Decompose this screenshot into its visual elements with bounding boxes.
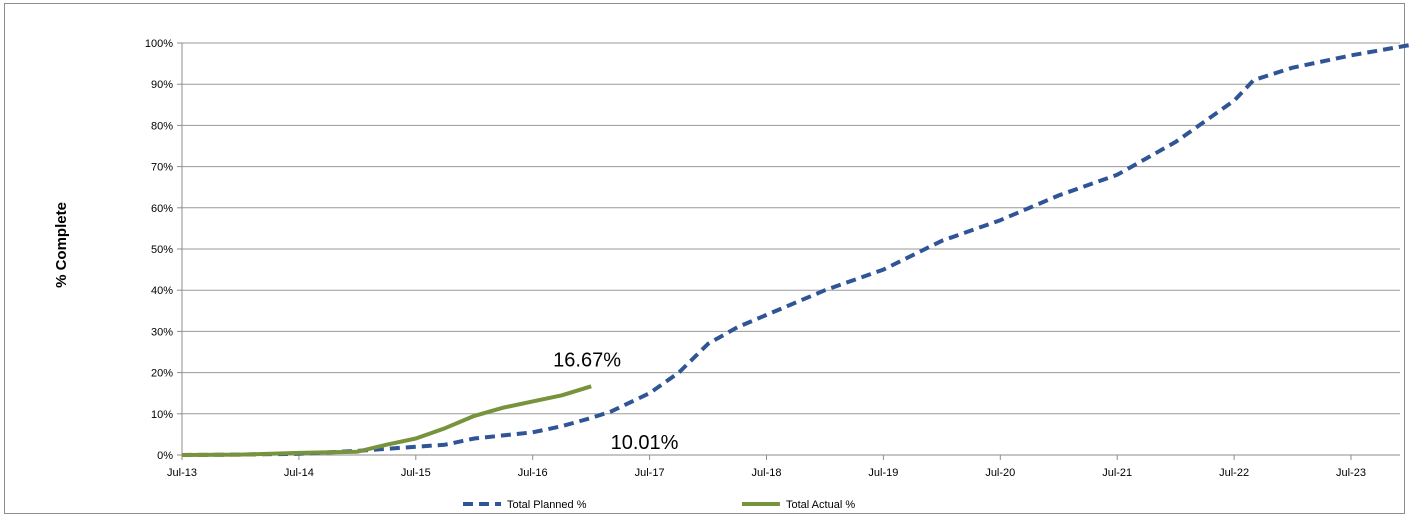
legend-label: Total Planned % [507,499,587,511]
x-tick-label: Jul-15 [401,467,431,479]
y-tick-label: 30% [151,326,173,338]
annotations: 16.67% 10.01% [553,349,679,453]
y-tick-label: 20% [151,368,173,380]
x-tick-label: Jul-19 [868,467,898,479]
y-tick-label: 50% [151,244,173,256]
gridlines [182,42,1400,415]
y-tick-label: 100% [145,38,173,50]
x-tick-label: Jul-20 [985,467,1015,479]
x-tick-label: Jul-18 [752,467,782,479]
x-tick-label: Jul-21 [1102,467,1132,479]
series-lines [181,43,1409,457]
x-tick-label: Jul-16 [518,467,548,479]
y-tick-label: 40% [151,285,173,297]
y-tick-label: 0% [157,450,173,462]
y-tick-label: 60% [151,203,173,215]
actual-series-line [181,384,592,457]
x-tick-label: Jul-22 [1219,467,1249,479]
y-axis-label: % Complete [53,202,70,288]
x-tick-label: Jul-17 [635,467,665,479]
annotation-label: 16.67% [553,349,621,371]
planned-series-line [181,43,1409,457]
y-tick-label: 10% [151,409,173,421]
y-tick-label: 70% [151,162,173,174]
y-axis-ticks: 0% 10% 20% 30% 40% 50% 60% 70% 80% 90% 100% [145,38,182,462]
legend: Total Planned % Total Actual % [463,499,855,511]
x-tick-label: Jul-13 [167,467,197,479]
x-tick-label: Jul-23 [1336,467,1366,479]
x-axis-ticks: Jul-13 Jul-14 Jul-15 Jul-16 Jul-17 Jul-18 Jul-… [167,455,1366,479]
x-tick-label: Jul-14 [284,467,314,479]
chart-frame [4,3,1405,514]
y-tick-label: 80% [151,120,173,132]
annotation-label: 10.01% [611,432,679,454]
legend-label: Total Actual % [786,499,855,511]
y-tick-label: 90% [151,79,173,91]
